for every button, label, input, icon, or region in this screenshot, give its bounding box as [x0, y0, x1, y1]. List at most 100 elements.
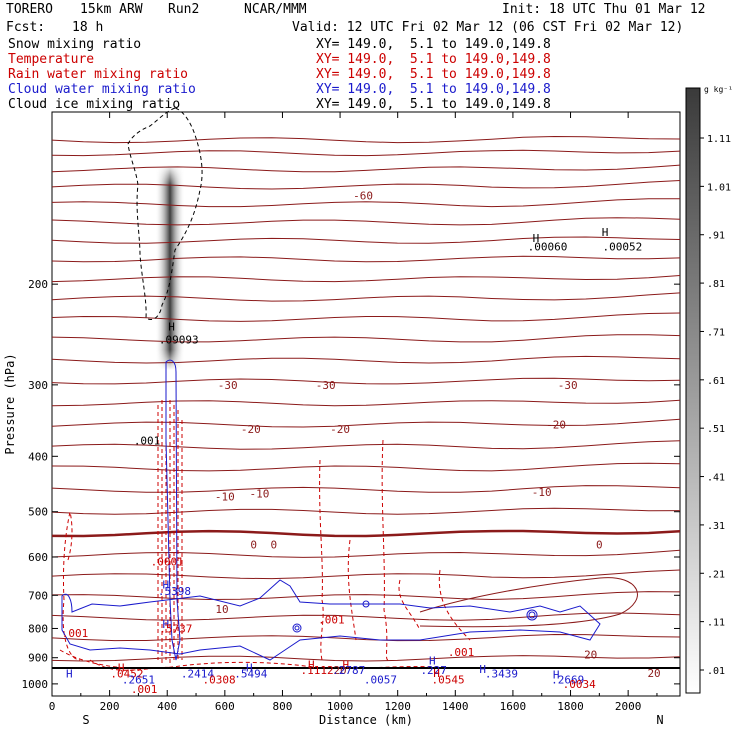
- field-name-snow: Snow mixing ratio: [8, 37, 142, 52]
- colorbar-tick-label: .91: [707, 231, 725, 242]
- isotherm-label: -10: [532, 486, 552, 499]
- isotherm-line: [51, 149, 681, 157]
- isotherm-line: [51, 217, 681, 226]
- extremum-label: .1112: [300, 664, 333, 677]
- y-tick-label: 1000: [22, 678, 49, 691]
- extremum-label: H: [162, 578, 169, 591]
- x-tick-label: 1200: [384, 700, 411, 713]
- isotherm-label: 10: [215, 603, 228, 616]
- extremum-label: .001: [318, 614, 345, 627]
- extremum-label: .00052: [603, 241, 643, 254]
- colorbar-ticks: 1.11 1.01 .91 .81 .71 .61 .51 .41 .31 .21 .11 .01: [700, 134, 731, 677]
- colorbar-tick-label: .11: [707, 618, 725, 629]
- extremum-label: .5737: [159, 622, 192, 635]
- isotherm-line: [51, 255, 681, 263]
- y-tick-label: 300: [28, 379, 48, 392]
- extremum-label: .0057: [364, 673, 397, 686]
- extremum-label: .2787: [332, 664, 365, 677]
- extremum-label: H: [162, 618, 169, 631]
- extremum-label: .001: [134, 434, 161, 447]
- colorbar-tick-label: 1.11: [707, 134, 731, 145]
- north-label: N: [656, 713, 663, 727]
- extremum-label: H: [168, 320, 175, 333]
- extremum-label: .001: [131, 683, 158, 696]
- isotherm-line: [51, 399, 681, 407]
- colorbar: [685, 87, 701, 694]
- field-name-rain: Rain water mixing ratio: [8, 67, 189, 82]
- extremum-label: H: [118, 661, 125, 674]
- extremum-label: .0452: [110, 668, 143, 681]
- y-tick-label: 400: [28, 450, 48, 463]
- x-axis-title: Distance (km): [319, 713, 413, 727]
- x-tick-label: 1600: [500, 700, 527, 713]
- extremum-label: .0034: [563, 678, 596, 691]
- extremum-label: H: [343, 659, 350, 672]
- field-name-temperature: Temperature: [8, 52, 95, 67]
- contour-labels: -60 -30 -30 -30 -20 -20 -20 -10 -10 -10 0 0 0 10 20 20 2…: [62, 190, 661, 696]
- isotherm-line: [51, 612, 681, 621]
- isotherm-label: -10: [215, 490, 235, 503]
- field-xy-rain: XY= 149.0, 5.1 to 149.0,149.8: [316, 67, 551, 82]
- forecast-hours: 18 h: [72, 20, 104, 35]
- isotherm-label: 0: [250, 538, 257, 551]
- isotherm-line: [51, 462, 681, 472]
- colorbar-tick-label: .81: [707, 279, 725, 290]
- isotherm-line: [419, 577, 638, 628]
- isotherm-label: 0: [271, 538, 278, 551]
- isotherm-label: 0: [596, 538, 603, 551]
- x-tick-label: 2000: [615, 700, 642, 713]
- isotherm-label: -60: [353, 190, 373, 203]
- isotherm-line: [51, 507, 681, 515]
- colorbar-unit: g kg⁻¹: [704, 85, 733, 94]
- isotherm-line: [51, 549, 681, 558]
- y-tick-label: 600: [28, 551, 48, 564]
- x-tick-label: 600: [215, 700, 235, 713]
- x-tick-label: 1800: [557, 700, 584, 713]
- field-xy-temperature: XY= 149.0, 5.1 to 149.0,149.8: [316, 52, 551, 67]
- x-tick-label: 0: [49, 700, 56, 713]
- extremum-label: H: [602, 226, 609, 239]
- isotherm-line: [51, 569, 681, 580]
- extremum-label: H: [479, 663, 486, 676]
- run-name: Run2: [168, 2, 200, 17]
- org-name: NCAR/MMM: [244, 2, 307, 17]
- isotherm-line: [51, 334, 681, 343]
- extremum-label: .3439: [485, 668, 518, 681]
- isotherm-line: [51, 355, 681, 364]
- isotherm-line: [51, 180, 681, 190]
- field-name-cloud-water: Cloud water mixing ratio: [8, 82, 196, 97]
- init-time: Init: 18 UTC Thu 01 Mar 12: [502, 2, 706, 17]
- extremum-label: .2651: [122, 673, 155, 686]
- isotherm-label: 20: [333, 664, 346, 677]
- field-xy-cloud-ice: XY= 149.0, 5.1 to 149.0,149.8: [316, 97, 551, 112]
- extremum-label: .2669: [551, 673, 584, 686]
- field-xy-snow: XY= 149.0, 5.1 to 149.0,149.8: [316, 37, 551, 52]
- y-tick-label: 500: [28, 506, 48, 519]
- isotherm-line: [51, 198, 680, 208]
- axes: 0 200 400 600 800 1000 1200 1400 1600 1800 2000200…: [22, 112, 680, 713]
- colorbar-tick-label: .31: [707, 521, 725, 532]
- extremum-label: .001: [62, 627, 89, 640]
- snow-mixing-ratio-shading: [155, 165, 185, 370]
- isotherm-line: [51, 440, 681, 450]
- x-tick-label: 800: [273, 700, 293, 713]
- extremum-label: H: [246, 661, 253, 674]
- isotherm-line: [51, 591, 681, 601]
- extremum-label: H: [429, 654, 436, 667]
- x-tick-label: 1000: [327, 700, 354, 713]
- y-tick-label: 800: [28, 622, 48, 635]
- extremum-label: H: [308, 659, 315, 672]
- south-label: S: [82, 713, 89, 727]
- field-name-cloud-ice: Cloud ice mixing ratio: [8, 97, 181, 112]
- isotherm-line: [51, 633, 681, 642]
- extremum-label: .5494: [234, 668, 267, 681]
- isotherm-line: [51, 164, 681, 173]
- y-tick-label: 200: [28, 278, 48, 291]
- isotherm-line: [51, 312, 681, 322]
- extremum-label: .5398: [158, 585, 191, 598]
- isotherm-label: -20: [546, 419, 566, 432]
- colorbar-tick-label: .41: [707, 473, 725, 484]
- isotherm-label: -30: [558, 379, 578, 392]
- isotherm-line: [51, 655, 681, 662]
